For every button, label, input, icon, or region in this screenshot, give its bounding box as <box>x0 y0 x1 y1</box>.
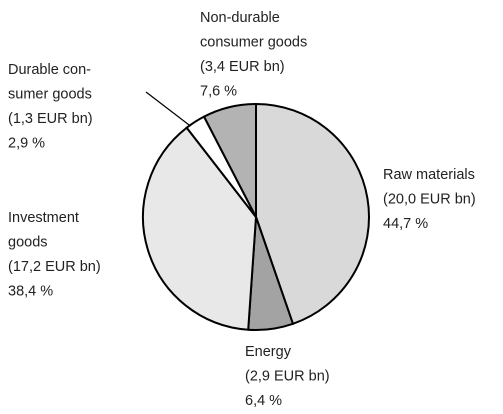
amount-label: (3,4 EUR bn) <box>200 59 285 75</box>
slice-label: consumer goods <box>200 34 307 50</box>
slice-label: goods <box>8 234 48 250</box>
value-label: 2,9 % <box>8 135 45 151</box>
amount-label: (20,0 EUR bn) <box>383 191 476 207</box>
slice-label: Non-durable <box>200 10 280 26</box>
value-label: 44,7 % <box>383 216 428 232</box>
slice-label: Raw materials <box>383 167 475 183</box>
slice-label: Energy <box>245 344 292 360</box>
leader-line <box>145 91 194 129</box>
value-label: 38,4 % <box>8 283 53 299</box>
pie-slice <box>255 103 370 325</box>
slice-label: Durable con- <box>8 62 91 78</box>
value-label: 6,4 % <box>245 393 282 409</box>
amount-label: (2,9 EUR bn) <box>245 368 330 384</box>
amount-label: (1,3 EUR bn) <box>8 111 93 127</box>
amount-label: (17,2 EUR bn) <box>8 259 101 275</box>
slice-label: Investment <box>8 210 79 226</box>
pie-slice <box>142 126 257 331</box>
slice-label: sumer goods <box>8 86 92 102</box>
value-label: 7,6 % <box>200 83 237 99</box>
pie-slice <box>203 103 257 218</box>
